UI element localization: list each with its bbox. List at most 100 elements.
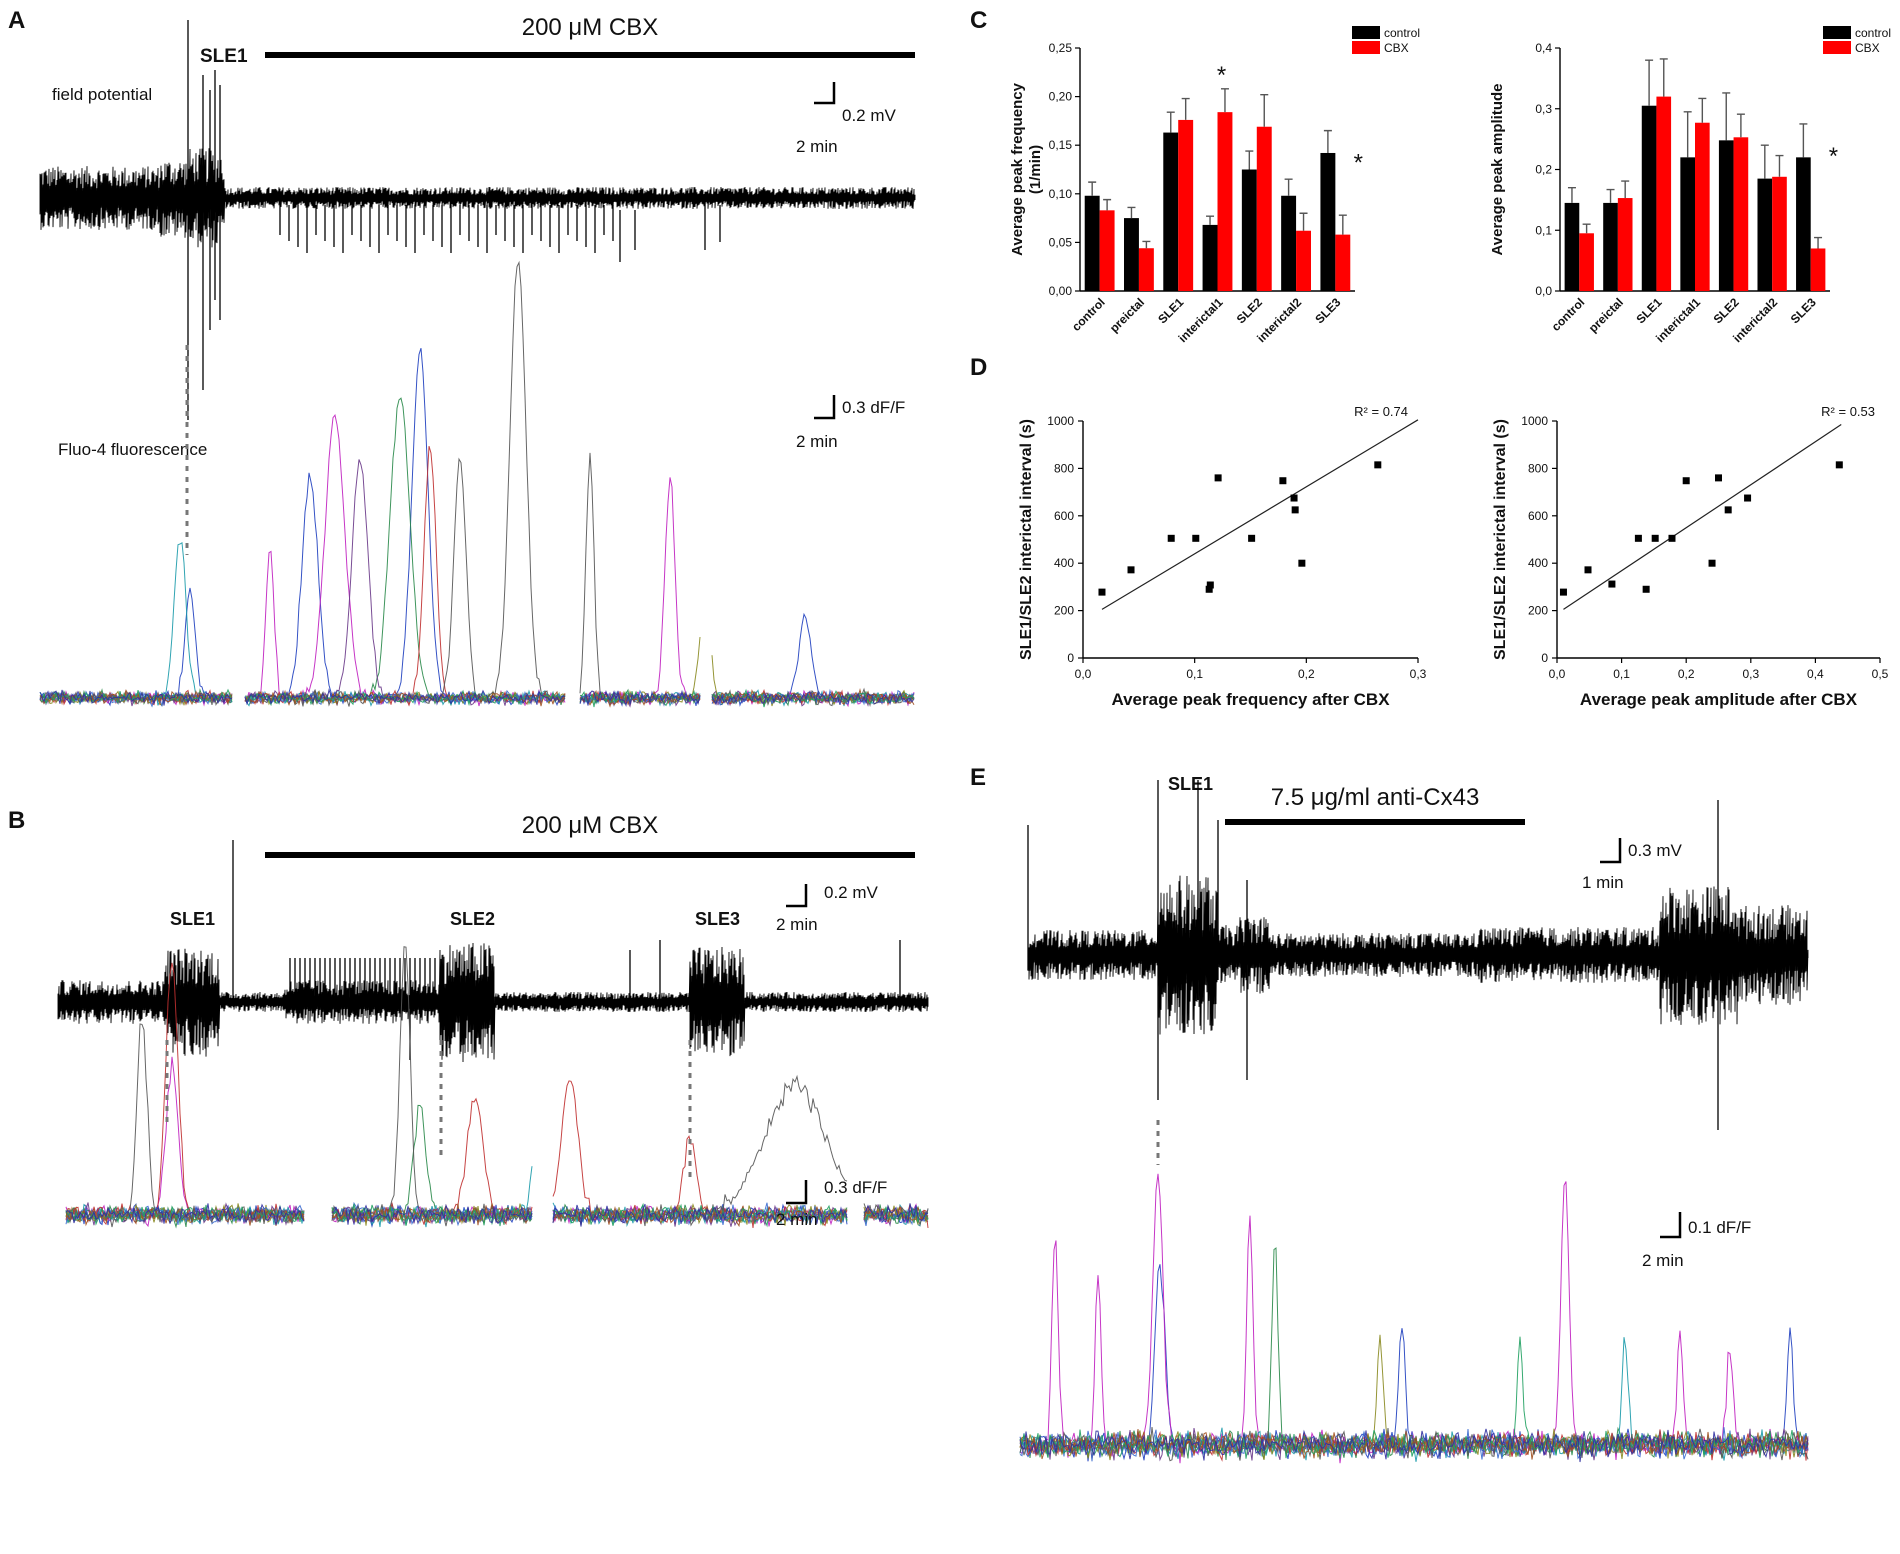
y-axis-label: Average peak amplitude <box>1489 83 1506 255</box>
y-tick-label: 0,10 <box>1049 187 1073 201</box>
error-bar <box>1245 150 1254 170</box>
x-tick-label: 0,3 <box>1410 667 1427 681</box>
y-tick-label: 0,4 <box>1535 41 1552 55</box>
legend-swatch-CBX <box>1352 41 1380 54</box>
bar-control <box>1564 202 1580 291</box>
panel-b-scale2-x: 2 min <box>776 1210 818 1229</box>
y-tick-label: 400 <box>1528 556 1548 570</box>
x-tick-label: 0,5 <box>1872 667 1889 681</box>
x-tick-label: 0,0 <box>1075 667 1092 681</box>
fluorescence-trace <box>65 1201 929 1227</box>
panel-e-field-potential-trace <box>1027 780 1809 1130</box>
legend-label: control <box>1855 26 1891 40</box>
error-bar <box>1338 214 1347 235</box>
y-tick-label: 0 <box>1541 651 1548 665</box>
error-bar <box>1683 111 1692 158</box>
x-tick-label: 0,1 <box>1186 667 1203 681</box>
x-tick-label: 0,4 <box>1807 667 1824 681</box>
scatter-point <box>1192 534 1200 542</box>
error-bar <box>1582 223 1591 234</box>
panel-b-drug-label: 200 μM CBX <box>522 812 659 839</box>
error-bar <box>1567 187 1576 203</box>
panel-b-sle1-label: SLE1 <box>170 909 215 929</box>
error-bar <box>1760 144 1769 179</box>
error-bar <box>1127 206 1136 219</box>
panel-b-fluorescence-traces <box>65 946 929 1229</box>
error-bar <box>1606 188 1615 203</box>
fluorescence-trace <box>39 445 915 707</box>
scatter-point <box>1744 494 1752 502</box>
bar-control <box>1796 157 1811 291</box>
chart-scatter-amplitude: 0,0 0,1 0,2 0,3 0,4 0,5 0 200 400 600 800 1000 R² = … <box>1492 404 1889 709</box>
y-tick-label: 600 <box>1054 509 1074 523</box>
error-bar <box>1621 180 1630 199</box>
panel-b-scale1-x: 2 min <box>776 915 818 934</box>
bar-CBX <box>1335 234 1351 291</box>
fluorescence-trace <box>65 1202 929 1228</box>
ephys-spikes <box>187 20 721 420</box>
y-tick-label: 0,05 <box>1049 235 1073 249</box>
bar-control <box>1641 105 1657 292</box>
error-bar <box>1323 129 1332 153</box>
fluorescence-trace <box>65 1203 929 1227</box>
bar-CBX <box>1656 96 1672 291</box>
scatter-point <box>1708 559 1716 567</box>
legend-label: CBX <box>1855 41 1880 55</box>
panel-e-scale2-y: 0.1 dF/F <box>1688 1218 1751 1237</box>
bar-CBX <box>1733 137 1749 291</box>
panel-e-sle1-label: SLE1 <box>1168 774 1213 794</box>
scatter-point <box>1374 461 1382 469</box>
bar-CBX <box>1579 233 1594 291</box>
fluorescence-trace <box>1019 1336 1809 1459</box>
error-bar <box>1284 178 1293 196</box>
bar-CBX <box>1217 112 1233 291</box>
error-bar <box>1181 97 1190 120</box>
panel-a-label: A <box>8 7 25 34</box>
y-tick-label: 1000 <box>1521 414 1548 428</box>
x-axis-label: Average peak frequency after CBX <box>1111 690 1390 709</box>
bar-control <box>1757 178 1773 291</box>
scatter-point <box>1835 461 1843 469</box>
scatter-point <box>1608 580 1616 588</box>
ephys-spikes <box>1027 780 1719 1130</box>
scatter-point <box>1127 566 1135 574</box>
panel-b-sle2-label: SLE2 <box>450 909 495 929</box>
error-bar <box>1698 97 1707 123</box>
y-tick-label: 800 <box>1054 461 1074 475</box>
significance-star: * <box>1829 143 1838 170</box>
fluorescence-trace <box>65 1056 929 1228</box>
y-axis-label: Average peak frequency <box>1009 82 1026 256</box>
significance-star: * <box>1354 150 1363 177</box>
scatter-point <box>1167 534 1175 542</box>
error-bar <box>1299 212 1308 231</box>
error-bar <box>1775 154 1784 177</box>
ephys-trace <box>39 148 916 248</box>
bar-control <box>1603 202 1618 291</box>
panel-a-fluo4-label: Fluo-4 fluorescence <box>58 440 207 459</box>
scatter-point <box>1634 534 1642 542</box>
y-tick-label: 0 <box>1067 651 1074 665</box>
scatter-point <box>1098 588 1106 596</box>
bar-CBX <box>1178 119 1194 291</box>
panel-e-scale1-x: 1 min <box>1582 873 1624 892</box>
panel-a-fluorescence-traces <box>39 260 915 708</box>
bar-control <box>1680 157 1695 291</box>
panel-a-drug-label: 200 μM CBX <box>522 14 659 41</box>
error-bar <box>1260 93 1269 127</box>
panel-a-sle1-label: SLE1 <box>200 46 248 67</box>
y-tick-label: 400 <box>1054 556 1074 570</box>
panel-b-scale1-y: 0.2 mV <box>824 883 879 902</box>
error-bar <box>1659 58 1668 97</box>
scatter-point <box>1205 585 1213 593</box>
fit-line <box>1101 419 1419 610</box>
panel-b-scalebar-1: 0.2 mV 2 min <box>776 883 879 934</box>
error-bar <box>1206 215 1215 225</box>
error-bar <box>1736 113 1745 138</box>
y-tick-label: 0,00 <box>1049 284 1073 298</box>
panel-e-scalebar-1: 0.3 mV 1 min <box>1582 838 1683 892</box>
bar-control <box>1281 195 1297 291</box>
y-tick-label: 200 <box>1528 604 1548 618</box>
y-axis-label: SLE1/SLE2 interictal interval (s) <box>1018 419 1035 660</box>
scatter-point <box>1291 506 1299 514</box>
